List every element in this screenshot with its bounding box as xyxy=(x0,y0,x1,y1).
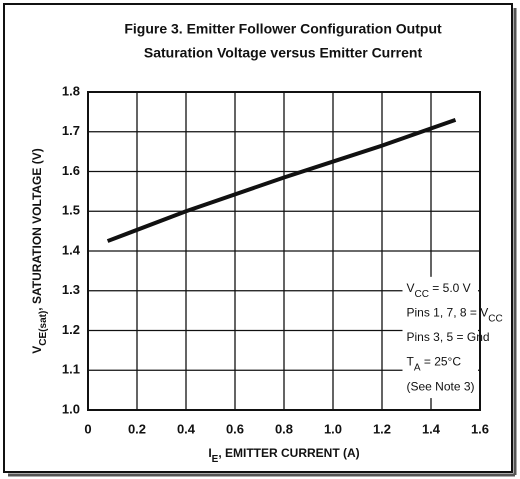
chart-title: Figure 3. Emitter Follower Configuration… xyxy=(124,21,442,37)
y-tick-label: 1.5 xyxy=(62,203,80,218)
y-axis-label: VCE(sat), SATURATION VOLTAGE (V) xyxy=(30,148,49,353)
annotation-part: Pins 1, 7, 8 = V xyxy=(407,306,489,320)
x-tick-label: 1.0 xyxy=(324,421,342,436)
annotation: TA = 25°C xyxy=(407,355,462,374)
frame xyxy=(3,3,513,473)
y-tick-label: 1.3 xyxy=(62,282,80,297)
x-tick-label: 0.4 xyxy=(177,421,196,436)
y-tick-label: 1.4 xyxy=(62,242,81,257)
x-tick-label: 0 xyxy=(84,421,91,436)
annotation-part: = 25°C xyxy=(421,355,462,369)
annotation-part: CC xyxy=(488,314,502,325)
annotation-part: (See Note 3) xyxy=(407,380,475,394)
annotation-part: Pins 3, 5 = Gnd xyxy=(407,330,490,344)
annotation-background xyxy=(402,276,478,399)
y-axis-label-part: V xyxy=(30,346,44,354)
x-tick-label: 0.8 xyxy=(275,421,293,436)
y-axis-label-part: , SATURATION VOLTAGE (V) xyxy=(30,148,44,310)
x-tick-label: 1.6 xyxy=(471,421,489,436)
annotation: VCC = 5.0 V xyxy=(407,281,471,300)
annotation: (See Note 3) xyxy=(407,380,475,394)
x-axis-label-part: , EMITTER CURRENT (A) xyxy=(218,446,359,460)
x-axis-label: IE, EMITTER CURRENT (A) xyxy=(208,446,359,465)
annotation-part: CC xyxy=(415,289,429,300)
x-axis-label-part: E xyxy=(212,454,219,465)
y-tick-label: 1.6 xyxy=(62,163,80,178)
y-axis-label-part: CE(sat) xyxy=(38,311,49,346)
annotation-part: A xyxy=(414,363,421,374)
data-line xyxy=(106,117,457,243)
x-axis-label-part: I xyxy=(208,446,211,460)
y-tick-label: 1.2 xyxy=(62,322,80,337)
annotation-part: T xyxy=(407,355,415,369)
annotation-part: = 5.0 V xyxy=(429,281,471,295)
x-tick-label: 0.6 xyxy=(226,421,244,436)
y-tick-label: 1.8 xyxy=(62,83,80,98)
annotation: Pins 3, 5 = Gnd xyxy=(407,330,490,344)
y-tick-label: 1.7 xyxy=(62,123,80,138)
x-tick-label: 1.4 xyxy=(422,421,441,436)
x-tick-label: 0.2 xyxy=(128,421,146,436)
x-tick-label: 1.2 xyxy=(373,421,391,436)
annotation-part: V xyxy=(407,281,415,295)
chart-title: Saturation Voltage versus Emitter Curren… xyxy=(144,45,423,61)
plot-border xyxy=(87,91,481,411)
annotation: Pins 1, 7, 8 = VCC xyxy=(407,306,503,325)
y-tick-label: 1.1 xyxy=(62,362,80,377)
y-tick-label: 1.0 xyxy=(62,401,80,416)
